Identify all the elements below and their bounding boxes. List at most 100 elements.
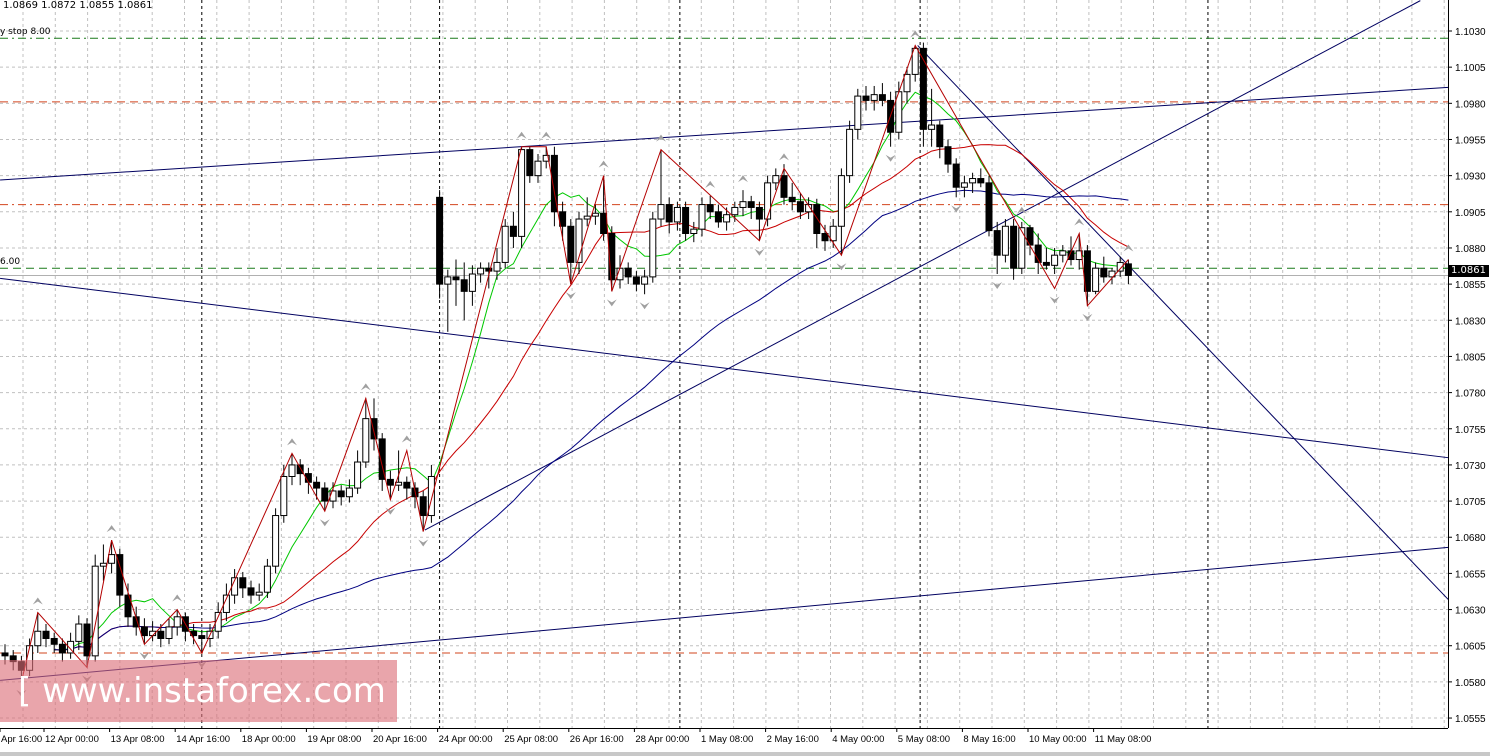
candle-body-bear [58,643,66,654]
candle-body-bear [419,496,427,517]
candle-body-bull [837,175,845,227]
candle-body-bull [1018,227,1026,269]
candle [575,211,583,274]
candle-body-bear [198,635,206,639]
candle-body-bull [928,124,936,130]
time-tick-label: 26 Apr 16:00 [570,734,624,745]
candle [772,168,780,191]
candle [518,146,526,248]
candle-body-bull [772,175,780,184]
candle-body-bear [1010,225,1018,269]
candle [460,262,468,321]
candle [870,85,878,111]
candle [58,638,66,662]
candle [903,67,911,104]
candle-body-bull [91,565,99,657]
candle-body-bear [157,630,165,639]
candle-body-bull [960,182,968,188]
fractal-down-arrow-icon [992,281,1003,289]
candle-body-bear [436,196,444,285]
candle-body-bull [34,630,42,647]
candle-body-bear [608,232,616,281]
candle-body-bear [337,490,345,498]
candle-body-bull [501,225,509,263]
candle-body-bear [509,225,517,237]
price-tick-label: 1.0980 [1455,99,1486,110]
candle-body-bear [813,204,821,234]
candle [411,482,419,509]
price-tick-label: 1.0555 [1455,714,1486,725]
candle [436,190,444,299]
candle-body-bear [747,201,755,208]
candle-body-bull [345,487,353,498]
fractal-up-arrow-icon [106,525,117,533]
candle [632,271,640,292]
time-tick-label: 19 Apr 08:00 [307,734,361,745]
candle-body-bull [493,261,501,272]
candle [395,450,403,491]
candle-body-bull [731,206,739,216]
candle-body-bull [829,225,837,242]
price-tick-label: 1.0905 [1455,208,1486,219]
candle [247,580,255,604]
candle [977,168,985,188]
time-tick-label: 13 Apr 08:00 [111,734,165,745]
fractal-up-arrow-icon [401,435,412,443]
time-tick-label: 10 May 00:00 [1029,734,1087,745]
candle [280,464,288,523]
candle [723,207,731,231]
fractal-up-arrow-icon [172,594,183,602]
candle-body-bull [255,591,263,596]
time-tick-label: Apr 16:00 [1,734,42,745]
candle [386,470,394,500]
candle-body-bull [173,616,181,628]
candle-body-bear [632,276,640,285]
zigzag-line [20,44,1129,683]
price-tick-label: 1.0705 [1455,497,1486,508]
moving-average-55 [54,189,1129,651]
fractal-down-arrow-icon [385,507,396,515]
candle [1059,245,1067,263]
candle-body-bear [378,438,386,480]
price-level-label: y stop 8.00 [0,27,51,38]
candle [321,482,329,512]
candle-body-bear [1124,263,1132,276]
candle [895,81,903,140]
candle [788,182,796,211]
candle [255,583,263,601]
candle [1116,256,1124,277]
candle [944,139,952,173]
status-bar [0,752,1490,756]
fractal-up-arrow-icon [656,134,666,142]
candle-body-bull [1001,225,1009,256]
candle-body-bear [936,124,944,148]
time-tick-label: 28 Apr 00:00 [635,734,689,745]
price-tick-label: 1.0805 [1455,352,1486,363]
candle-body-bear [239,577,247,589]
candle [878,83,886,107]
candle-body-bear [386,478,394,486]
candle-body-bull [468,273,476,292]
fractal-down-arrow-icon [565,292,576,300]
candle [559,201,567,241]
candle-body-bear [1042,261,1050,266]
price-tick-label: 1.1005 [1455,63,1486,74]
time-tick-label: 1 May 08:00 [701,734,753,745]
candle [509,211,517,248]
fractal-up-arrow-icon [598,160,609,168]
fractal-down-arrow-icon [951,205,962,213]
fractal-up-arrow-icon [779,153,789,161]
candle [34,612,42,653]
candle-body-bull [649,218,657,278]
candle-body-bull [591,212,599,217]
candle [91,554,99,662]
candle-body-bull [280,475,288,517]
candle [362,398,370,468]
ohlc-readout: 1.0869 1.0872 1.0855 1.0861 [3,0,153,11]
candle [1092,262,1100,295]
candle [493,247,501,280]
candle-body-bear [50,637,58,645]
moving-average-21 [54,144,1129,651]
candle [108,540,116,574]
